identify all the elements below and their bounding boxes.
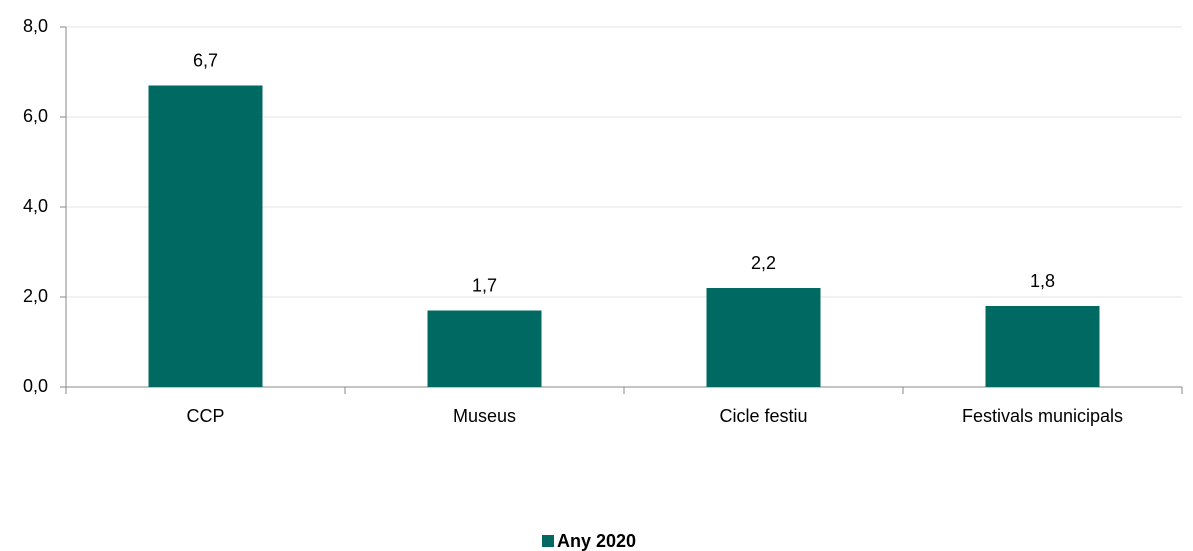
- y-tick-label: 6,0: [23, 106, 48, 126]
- x-tick-label: Cicle festiu: [719, 406, 807, 426]
- y-tick-label: 2,0: [23, 286, 48, 306]
- y-tick-label: 8,0: [23, 16, 48, 36]
- x-tick-label: Museus: [453, 406, 516, 426]
- y-tick-label: 0,0: [23, 376, 48, 396]
- x-tick-label: Festivals municipals: [962, 406, 1123, 426]
- data-label: 2,2: [751, 253, 776, 273]
- bar: [985, 306, 1100, 387]
- data-label: 1,7: [472, 275, 497, 295]
- bar: [427, 310, 542, 387]
- legend-label: Any 2020: [557, 531, 636, 551]
- legend-swatch: [542, 535, 554, 547]
- data-label: 6,7: [193, 50, 218, 70]
- data-label: 1,8: [1030, 271, 1055, 291]
- bar: [148, 85, 263, 387]
- y-tick-label: 4,0: [23, 196, 48, 216]
- bar: [706, 288, 821, 387]
- x-tick-label: CCP: [186, 406, 224, 426]
